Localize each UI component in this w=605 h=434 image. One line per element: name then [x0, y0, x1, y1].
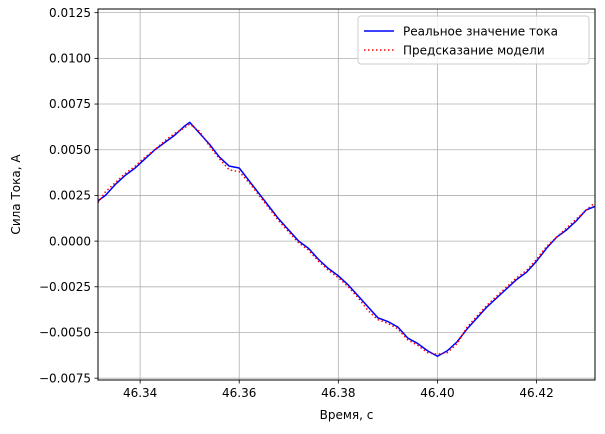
- x-axis-label: Время, с: [320, 408, 374, 422]
- y-tick-label: 0.0100: [49, 52, 91, 66]
- series-line-real-current: [97, 121, 596, 357]
- x-tick-label: 46.38: [321, 386, 355, 400]
- plot-area: [97, 121, 596, 357]
- y-tick-label: 0.0025: [49, 189, 91, 203]
- y-axis-label: Сила Тока, А: [9, 154, 23, 235]
- axes-frame: [97, 8, 596, 381]
- y-tick-label: −0.0025: [39, 280, 91, 294]
- grid-lines: [98, 9, 595, 380]
- y-tick-label: 0.0075: [49, 97, 91, 111]
- legend-box: [357, 15, 590, 65]
- x-tick-label: 46.36: [222, 386, 256, 400]
- y-tick-label: 0.0050: [49, 143, 91, 157]
- series-line-model-prediction: [97, 123, 596, 356]
- y-tick-label: 0.0000: [49, 234, 91, 248]
- y-tick-label: −0.0075: [39, 371, 91, 385]
- x-tick-label: 46.40: [420, 386, 454, 400]
- legend-label-real: Реальное значение тока: [403, 24, 558, 38]
- x-tick-label: 46.34: [123, 386, 157, 400]
- legend-label-prediction: Предсказание модели: [403, 43, 545, 57]
- x-tick-label: 46.42: [519, 386, 553, 400]
- y-tick-label: 0.0125: [49, 6, 91, 20]
- legend: Реальное значение тока Предсказание моде…: [357, 15, 590, 65]
- y-tick-label: −0.0050: [39, 326, 91, 340]
- x-axis: 46.34 46.36 46.38 46.40 46.42: [123, 380, 554, 400]
- y-axis: −0.0075 −0.0050 −0.0025 0.0000 0.0025 0.0050 0…: [39, 6, 98, 385]
